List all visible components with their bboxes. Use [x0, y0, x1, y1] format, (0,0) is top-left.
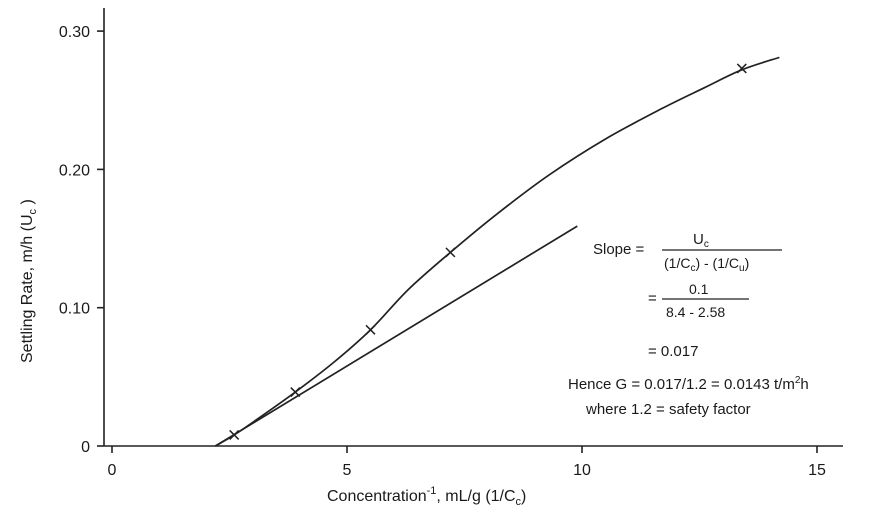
- x-axis-title-subscript: c: [516, 496, 522, 508]
- slope-annotation: Slope = Uc (1/Cc) - (1/Cu) = 0.1 8.4 - 2…: [568, 231, 809, 418]
- x-tick-label: 15: [808, 462, 826, 479]
- fraction2-denominator: 8.4 - 2.58: [666, 304, 725, 320]
- plot-area: [214, 56, 780, 447]
- equals-sign-2: =: [648, 290, 657, 307]
- y-tick-label: 0.20: [59, 162, 90, 179]
- data-point-marker: [365, 324, 376, 335]
- g-calculation: Hence G = 0.017/1.2 = 0.0143 t/m2h: [568, 375, 809, 393]
- slope-value: = 0.017: [648, 343, 698, 360]
- tangent-line: [214, 225, 578, 447]
- y-tick-label: 0.30: [59, 24, 90, 41]
- fraction1-numerator: Uc: [693, 231, 709, 250]
- x-axis-title: Concentration-1, mL/g (1/Cc): [327, 485, 526, 508]
- y-axis-title: Settling Rate, m/h (Uc ): [19, 199, 39, 363]
- y-tick-label: 0.10: [59, 301, 90, 318]
- data-point-marker: [229, 429, 240, 440]
- fraction2-numerator: 0.1: [689, 281, 709, 297]
- x-axis-title-superscript: -1: [427, 485, 437, 497]
- x-tick-label: 10: [573, 462, 591, 479]
- slope-label: Slope =: [593, 241, 645, 258]
- data-point-marker: [445, 247, 456, 258]
- x-tick-label: 5: [343, 462, 352, 479]
- data-point-marker: [290, 387, 301, 398]
- y-ticks: 0 0.10 0.20 0.30: [59, 24, 104, 456]
- safety-factor-note: where 1.2 = safety factor: [585, 401, 751, 418]
- y-axis-title-subscript: c: [27, 209, 39, 215]
- x-tick-label: 0: [108, 462, 117, 479]
- y-tick-label: 0: [81, 439, 90, 456]
- x-ticks: 0 5 10 15: [108, 446, 826, 479]
- fraction1-denominator: (1/Cc) - (1/Cu): [664, 255, 749, 274]
- data-point-marker: [736, 63, 747, 74]
